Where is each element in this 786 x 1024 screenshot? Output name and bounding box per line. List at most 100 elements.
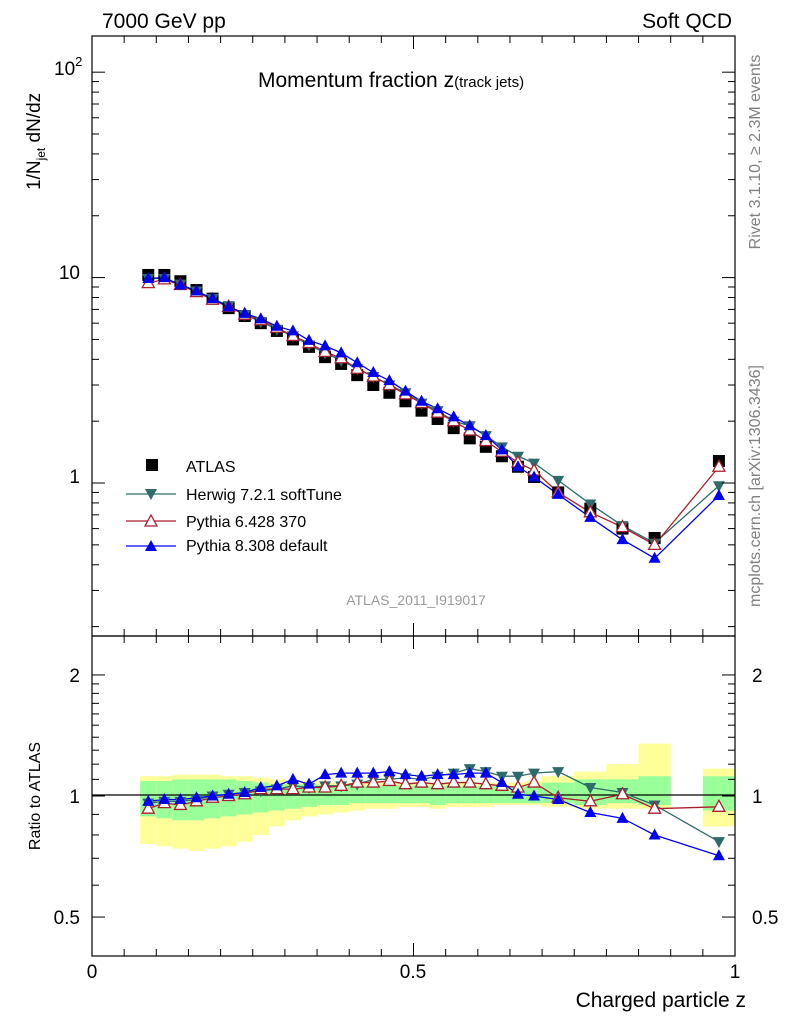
data-point-pythia-8-308-default — [206, 292, 219, 304]
data-point-pythia-8-308-default — [511, 460, 524, 472]
ratio-point-pythia-8-308-default — [479, 766, 492, 778]
data-point-pythia-8-308-default — [335, 346, 348, 358]
data-point-pythia-6-428-370 — [615, 519, 630, 533]
main-plot-panel: Momentum fraction z(track jets) 1/Njet d… — [24, 35, 736, 637]
ratio-point-herwig-7-2-1-softtune — [712, 837, 725, 849]
data-point-pythia-6-428-370 — [711, 458, 727, 472]
ratio-y-tick-label-0.5-right: 0.5 — [752, 908, 778, 929]
ratio-point-pythia-8-308-default — [584, 805, 597, 817]
x-tick-label-0.5: 0.5 — [400, 962, 426, 983]
ratio-point-pythia-8-308-default — [174, 793, 187, 805]
legend-label-herwig: Herwig 7.2.1 softTune — [186, 487, 342, 504]
ratio-point-pythia-6-428-370 — [478, 776, 493, 790]
ratio-point-pythia-8-308-default — [528, 789, 541, 801]
ratio-point-pythia-8-308-default — [319, 768, 332, 780]
data-point-pythia-6-428-370 — [317, 343, 333, 358]
x-axis-label: Charged particle z — [576, 989, 746, 1012]
ratio-point-herwig-7-2-1-softtune — [511, 771, 524, 783]
data-point-pythia-8-308-default — [648, 551, 661, 563]
ratio-point-herwig-7-2-1-softtune — [552, 767, 565, 779]
mcplots-reference-label: mcplots.cern.ch [arXiv:1306.3436] — [747, 365, 764, 607]
data-point-pythia-8-308-default — [351, 356, 364, 368]
data-point-pythia-8-308-default — [254, 312, 267, 324]
ratio-point-pythia-8-308-default — [463, 766, 476, 778]
legend-marker-herwig — [145, 489, 157, 500]
ratio-point-pythia-6-428-370 — [526, 774, 542, 788]
ratio-point-pythia-6-428-370 — [334, 777, 349, 791]
ratio-point-pythia-8-308-default — [254, 780, 267, 792]
data-point-pythia-8-308-default — [399, 384, 412, 396]
data-point-pythia-8-308-default — [447, 410, 460, 422]
ratio-point-pythia-8-308-default — [286, 772, 299, 784]
ratio-point-pythia-8-308-default — [222, 787, 235, 799]
ratio-point-pythia-8-308-default — [335, 766, 348, 778]
ratio-plot-frame — [91, 635, 736, 957]
header-category-label: Soft QCD — [642, 10, 732, 33]
main-y-tick-label-10: 10 — [59, 263, 80, 284]
main-y-axis-label-main: 1/N — [24, 160, 45, 190]
legend-marker-pythia8 — [145, 540, 157, 551]
main-y-tick-label-100-base: 10 — [54, 59, 75, 80]
main-y-axis-label: 1/Njet dN/dz — [24, 93, 48, 190]
data-point-pythia-8-308-default — [174, 278, 187, 290]
x-tick-label-0: 0 — [87, 962, 98, 983]
data-point-pythia-8-308-default — [190, 284, 203, 296]
main-y-tick-label-1: 1 — [69, 467, 80, 488]
main-axis-ticks — [91, 36, 736, 636]
data-point-herwig-7-2-1-softtune — [712, 481, 725, 493]
data-point-pythia-8-308-default — [303, 333, 316, 345]
ratio-point-pythia-8-308-default — [142, 794, 155, 806]
legend-label-pythia8: Pythia 8.308 default — [186, 538, 328, 555]
legend-marker-pythia6 — [143, 513, 159, 527]
header-energy-label: 7000 GeV pp — [102, 10, 226, 33]
ratio-plot-panel: Ratio to ATLAS 0.5 1 2 0.5 1 2 0 0.5 1 C… — [27, 635, 778, 1012]
ratio-point-pythia-6-428-370 — [317, 779, 333, 793]
plot-title-subscript: (track jets) — [454, 74, 524, 91]
data-point-pythia-8-308-default — [286, 324, 299, 336]
data-point-pythia-8-308-default — [319, 339, 332, 351]
rivet-version-label: Rivet 3.1.10, ≥ 2.3M events — [747, 55, 764, 250]
ratio-point-pythia-8-308-default — [383, 765, 396, 777]
ratio-point-pythia-6-428-370 — [414, 774, 429, 788]
legend: ATLAS Herwig 7.2.1 softTune Pythia 6.428… — [126, 459, 342, 555]
ratio-y-tick-label-2-right: 2 — [752, 666, 763, 687]
ratio-point-pythia-8-308-default — [552, 793, 565, 805]
ratio-point-pythia-8-308-default — [511, 787, 524, 799]
ratio-point-pythia-6-428-370 — [398, 776, 413, 790]
ratio-point-pythia-8-308-default — [447, 768, 460, 780]
ratio-point-pythia-6-428-370 — [711, 798, 727, 812]
x-tick-label-1: 1 — [730, 962, 741, 983]
ratio-y-axis-label: Ratio to ATLAS — [27, 742, 44, 850]
data-point-pythia-8-308-default — [415, 394, 428, 406]
analysis-watermark: ATLAS_2011_I919017 — [346, 592, 486, 608]
data-point-pythia-8-308-default — [712, 488, 725, 500]
data-point-pythia-8-308-default — [584, 510, 597, 522]
main-y-tick-label-100-exp: 2 — [75, 54, 82, 69]
ratio-y-tick-label-2-left: 2 — [69, 666, 80, 687]
data-point-pythia-8-308-default — [431, 402, 444, 414]
data-point-pythia-8-308-default — [479, 429, 492, 441]
ratio-point-pythia-6-428-370 — [350, 774, 365, 788]
ratio-point-pythia-6-428-370 — [430, 776, 445, 790]
main-y-tick-label-100: 102 — [54, 54, 82, 80]
data-point-pythia-8-308-default — [552, 487, 565, 499]
ratio-point-pythia-8-308-default — [712, 849, 725, 861]
ratio-point-pythia-8-308-default — [367, 766, 380, 778]
ratio-point-pythia-8-308-default — [270, 779, 283, 791]
plot-title-main: Momentum fraction z — [258, 69, 454, 92]
data-point-pythia-8-308-default — [158, 271, 171, 283]
ratio-point-pythia-6-428-370 — [366, 774, 381, 788]
legend-marker-atlas — [146, 459, 158, 471]
ratio-point-pythia-6-428-370 — [382, 773, 397, 787]
data-point-pythia-8-308-default — [383, 374, 396, 386]
ratio-point-pythia-8-308-default — [238, 786, 251, 798]
ratio-series-layer — [141, 764, 727, 861]
plot-title: Momentum fraction z(track jets) — [258, 69, 524, 92]
ratio-point-pythia-8-308-default — [431, 768, 444, 780]
ratio-y-tick-label-1-right: 1 — [752, 787, 763, 808]
data-point-pythia-8-308-default — [616, 533, 629, 545]
data-point-pythia-8-308-default — [238, 306, 251, 318]
data-point-pythia-8-308-default — [222, 300, 235, 312]
ratio-point-pythia-6-428-370 — [141, 800, 156, 814]
